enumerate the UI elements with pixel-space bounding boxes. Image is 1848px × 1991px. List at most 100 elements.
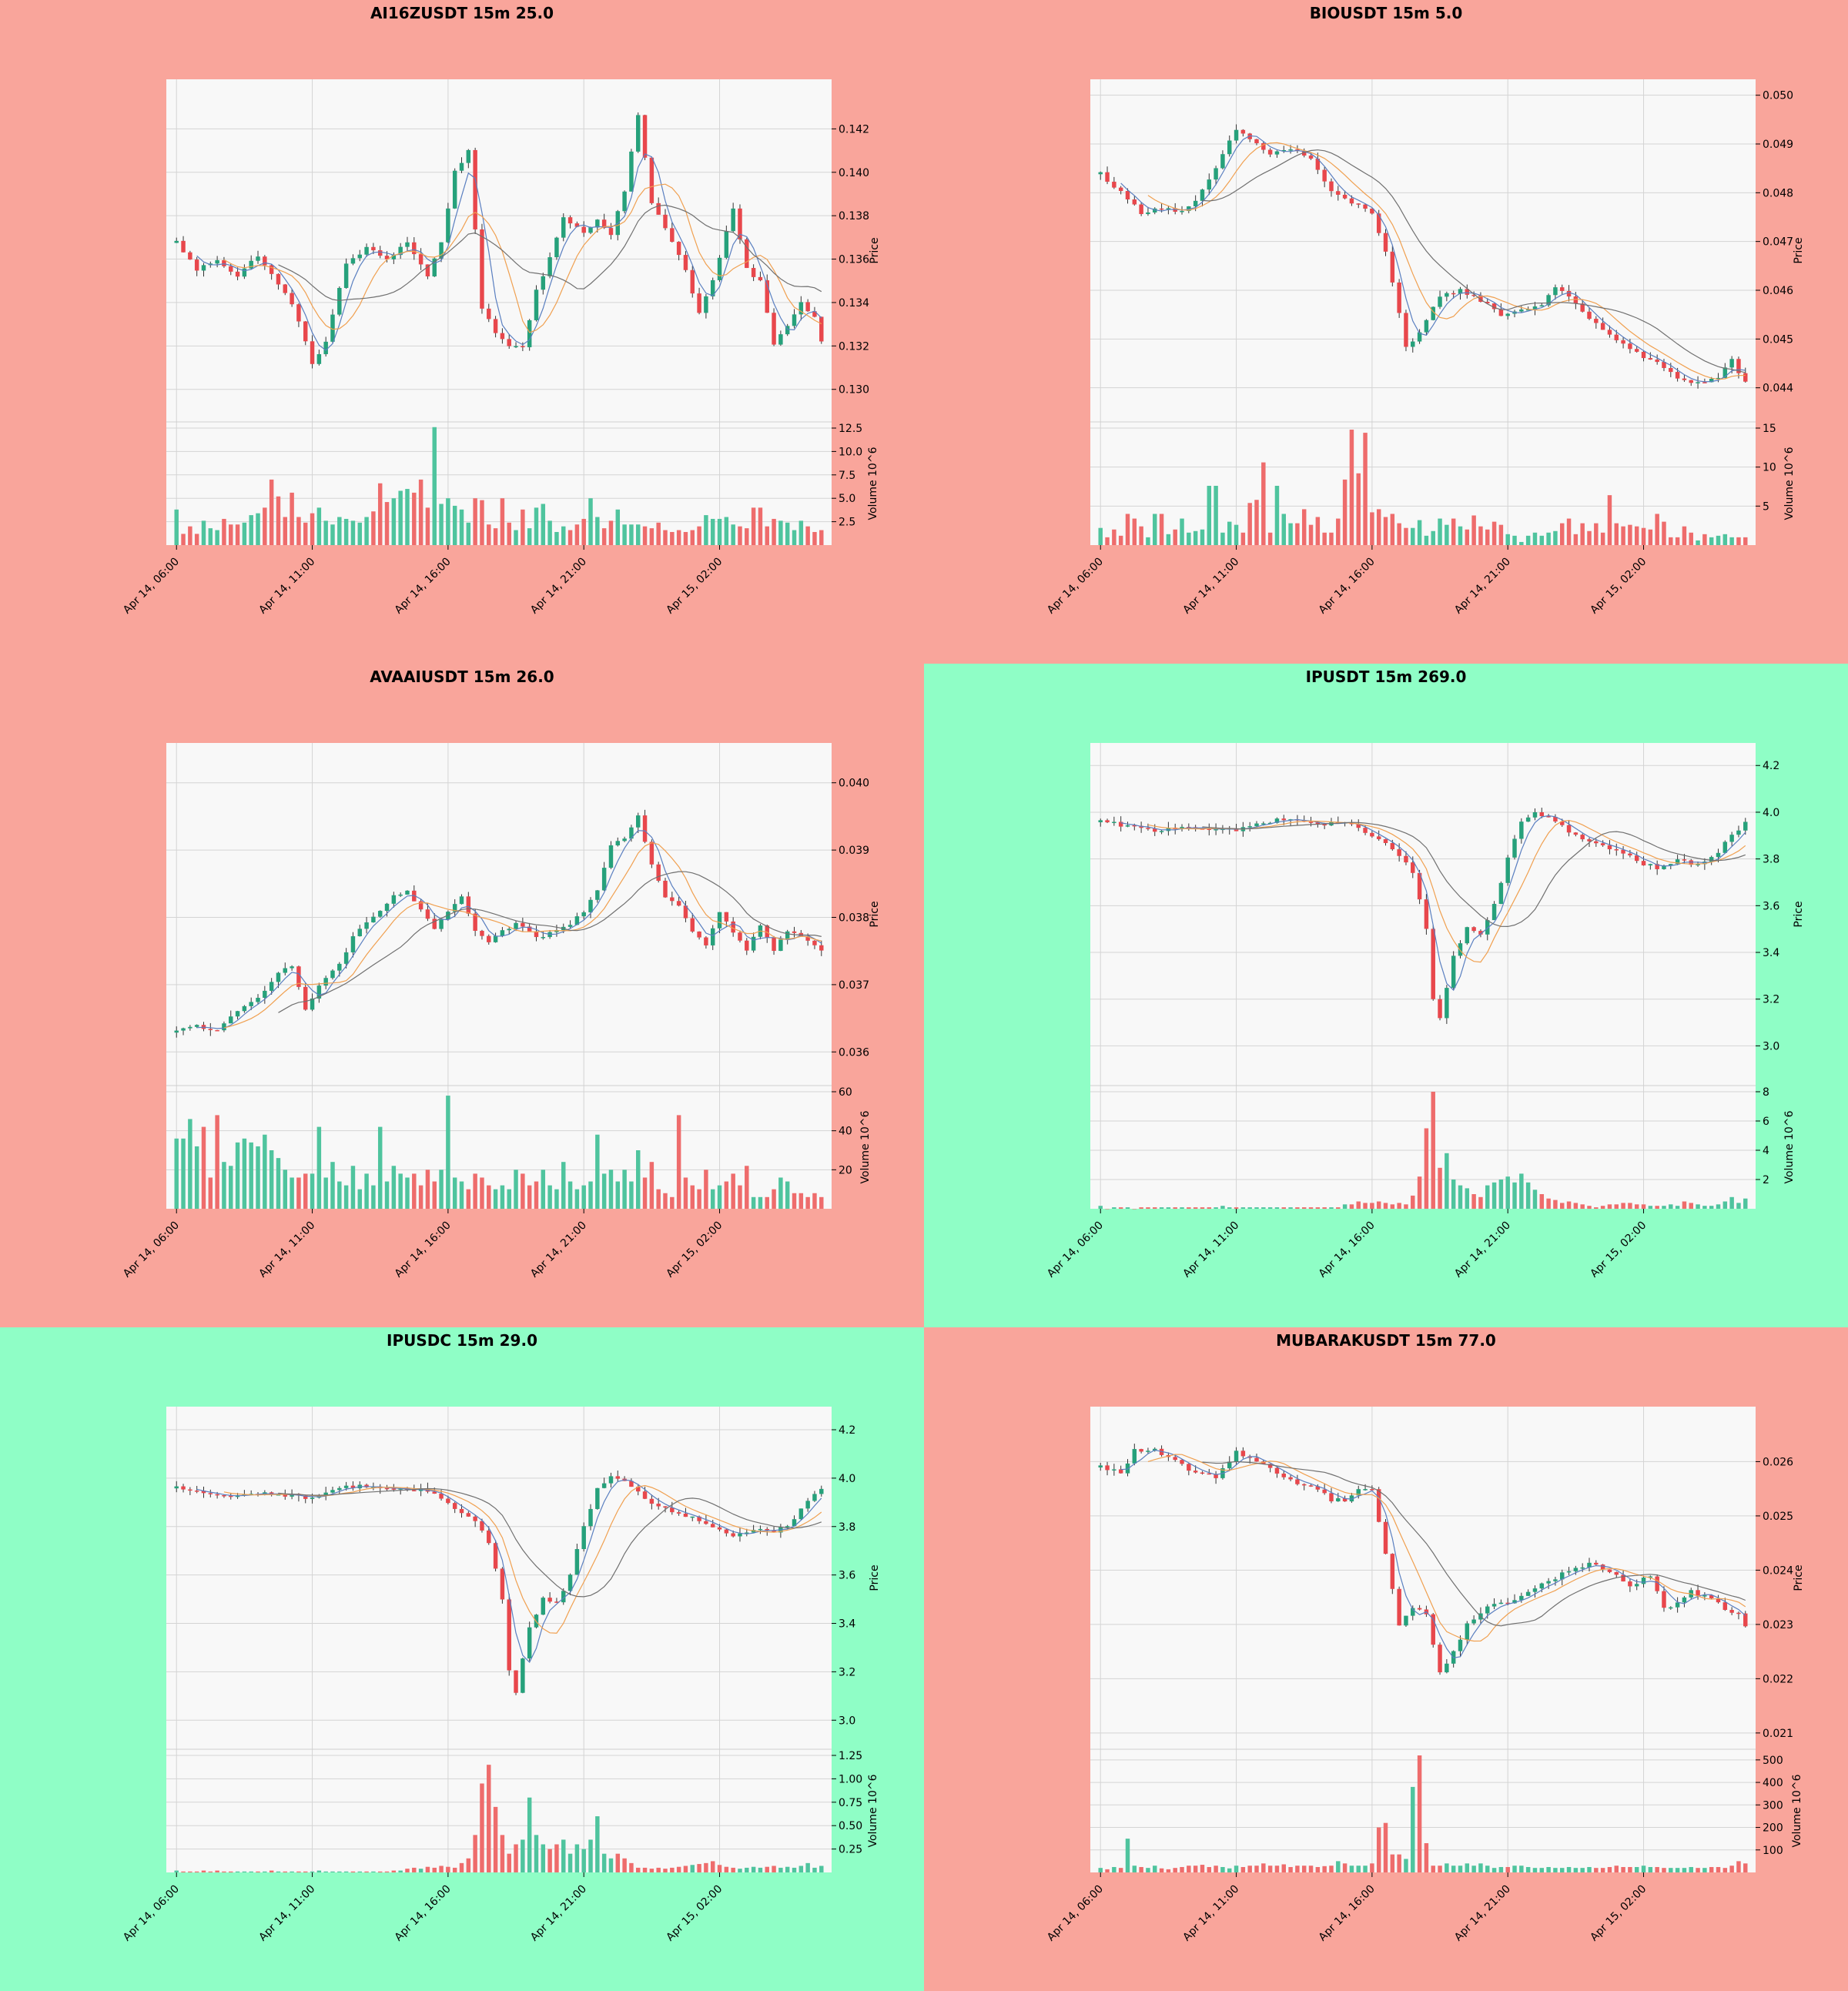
volume-bar — [758, 1196, 763, 1209]
volume-bar — [1207, 1207, 1212, 1209]
volume-bar — [1411, 527, 1415, 545]
volume-bar — [608, 520, 614, 545]
volume-bar — [608, 1170, 614, 1209]
candle-body — [1675, 1602, 1680, 1608]
candle-body — [1390, 1554, 1395, 1589]
candle-body — [432, 258, 437, 276]
volume-tick-label: 200 — [1763, 1822, 1783, 1835]
candle-body — [1261, 823, 1266, 825]
volume-bar — [1227, 1868, 1232, 1872]
volume-bar — [656, 1867, 661, 1872]
volume-tick-label: 60 — [839, 1086, 852, 1099]
candle-body — [310, 341, 315, 364]
volume-tick-label: 7.5 — [839, 470, 855, 482]
volume-bar — [1125, 1839, 1130, 1872]
price-tick-label: 3.2 — [1763, 994, 1779, 1006]
candle-body — [1153, 828, 1157, 832]
volume-bar — [263, 1134, 267, 1209]
candle-body — [1112, 1469, 1116, 1471]
chart-panel-4: IPUSDC 15m 29.0 Apr 14, 06:00 Apr 14, 11:0… — [0, 1327, 924, 1991]
candle-body — [1675, 372, 1680, 379]
candle-body — [1729, 1610, 1734, 1613]
candle-body — [1105, 172, 1110, 182]
price-tick-label: 0.050 — [1763, 90, 1793, 102]
volume-bar — [1146, 537, 1150, 545]
volume-bar — [1139, 526, 1143, 545]
candle-body — [731, 1533, 735, 1537]
volume-bar — [745, 1166, 749, 1209]
candle-body — [1247, 133, 1252, 139]
moving-average-line — [278, 1487, 822, 1598]
volume-bar — [1105, 537, 1110, 545]
volume-bar — [1301, 1866, 1307, 1872]
volume-bar — [1512, 535, 1517, 545]
candle-body — [724, 1529, 729, 1534]
volume-bar — [527, 1185, 532, 1209]
candle-body — [1281, 818, 1286, 821]
candle-body — [1600, 323, 1605, 330]
volume-bar — [1532, 532, 1538, 545]
volume-bar — [303, 1173, 308, 1209]
candle-body — [1689, 860, 1693, 865]
candle-body — [310, 998, 315, 1010]
candle-body — [1628, 853, 1632, 856]
volume-bar — [1709, 1206, 1714, 1209]
candle-body — [1404, 313, 1408, 347]
candle-body — [608, 228, 614, 236]
candle-body — [1669, 367, 1673, 373]
volume-bar — [256, 513, 260, 545]
price-tick-label: 0.022 — [1763, 1673, 1793, 1685]
volume-bar — [405, 489, 410, 545]
candle-body — [798, 302, 804, 315]
volume-bar — [487, 1185, 491, 1209]
candle-body — [1641, 861, 1646, 866]
candle-body — [649, 1498, 654, 1504]
candle-body — [283, 1494, 288, 1497]
candle-body — [290, 966, 294, 969]
volume-bar — [1722, 534, 1728, 545]
volume-bar — [1322, 1866, 1327, 1872]
volume-bar — [303, 522, 308, 545]
volume-bar — [1546, 1866, 1551, 1872]
plot-area — [1090, 743, 1756, 1209]
volume-bar — [452, 505, 457, 545]
candle-body — [1628, 1581, 1632, 1587]
volume-bar — [425, 1170, 430, 1209]
candle-body — [1505, 857, 1510, 883]
volume-bar — [622, 1858, 627, 1872]
candle-body — [1105, 820, 1110, 823]
volume-bar — [547, 1185, 552, 1209]
candle-body — [1207, 828, 1212, 830]
candle-body — [418, 254, 424, 265]
volume-bar — [1404, 1204, 1408, 1209]
volume-bar — [636, 1150, 641, 1209]
moving-average-line — [278, 204, 822, 301]
volume-bar — [697, 526, 701, 545]
candle-body — [1505, 313, 1510, 316]
candle-body — [1159, 831, 1164, 832]
candle-body — [1200, 189, 1205, 201]
candle-body — [1621, 1574, 1625, 1582]
candle-body — [1655, 360, 1659, 363]
moving-average-line — [1202, 149, 1746, 373]
candle-body — [1628, 343, 1632, 350]
candle-body — [330, 970, 335, 979]
volume-bar — [1716, 1204, 1721, 1209]
candle-body — [1431, 1614, 1435, 1645]
volume-bar — [527, 528, 532, 545]
candle-body — [1669, 1607, 1673, 1609]
volume-bar — [1648, 1866, 1653, 1872]
volume-bar — [439, 1170, 444, 1209]
candle-body — [473, 149, 477, 229]
volume-tick-label: 2.5 — [839, 517, 855, 529]
volume-bar — [181, 534, 186, 545]
candle-body — [1166, 208, 1171, 209]
volume-bar — [1267, 1866, 1273, 1872]
volume-bar — [1689, 532, 1693, 545]
volume-bar — [731, 1867, 735, 1872]
volume-tick-label: 4 — [1763, 1145, 1769, 1157]
volume-bar — [527, 1797, 532, 1872]
volume-bar — [785, 1181, 790, 1209]
candle-body — [629, 151, 634, 192]
